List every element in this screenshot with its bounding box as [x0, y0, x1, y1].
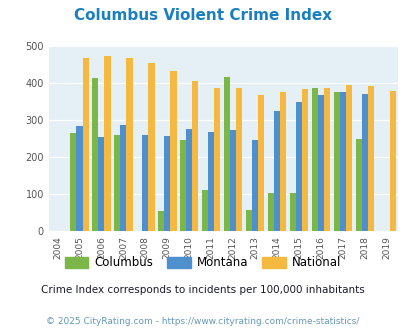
Bar [208, 132, 214, 231]
Bar [70, 133, 76, 231]
Bar [82, 58, 88, 231]
Bar [295, 102, 301, 231]
Bar [367, 86, 373, 231]
Bar [279, 92, 286, 231]
Text: © 2025 CityRating.com - https://www.cityrating.com/crime-statistics/: © 2025 CityRating.com - https://www.city… [46, 317, 359, 326]
Bar [114, 135, 120, 231]
Bar [148, 63, 154, 231]
Bar [355, 139, 361, 231]
Legend: Columbus, Montana, National: Columbus, Montana, National [60, 252, 345, 274]
Bar [186, 129, 192, 231]
Bar [192, 81, 198, 231]
Bar [76, 126, 82, 231]
Bar [311, 87, 317, 231]
Bar [389, 91, 395, 231]
Text: Columbus Violent Crime Index: Columbus Violent Crime Index [74, 8, 331, 23]
Bar [224, 77, 230, 231]
Bar [289, 193, 295, 231]
Bar [345, 85, 351, 231]
Bar [214, 88, 220, 231]
Bar [361, 93, 367, 231]
Bar [333, 92, 339, 231]
Bar [230, 130, 236, 231]
Bar [126, 58, 132, 231]
Bar [323, 88, 329, 231]
Bar [92, 78, 98, 231]
Bar [170, 71, 176, 231]
Bar [317, 95, 323, 231]
Bar [236, 87, 242, 231]
Bar [164, 136, 170, 231]
Bar [339, 92, 345, 231]
Bar [142, 135, 148, 231]
Bar [98, 137, 104, 231]
Bar [104, 56, 111, 231]
Text: Crime Index corresponds to incidents per 100,000 inhabitants: Crime Index corresponds to incidents per… [41, 285, 364, 295]
Bar [267, 193, 273, 231]
Bar [252, 141, 258, 231]
Bar [245, 210, 252, 231]
Bar [258, 95, 264, 231]
Bar [179, 141, 186, 231]
Bar [301, 89, 307, 231]
Bar [120, 124, 126, 231]
Bar [202, 190, 208, 231]
Bar [273, 111, 279, 231]
Bar [158, 211, 164, 231]
